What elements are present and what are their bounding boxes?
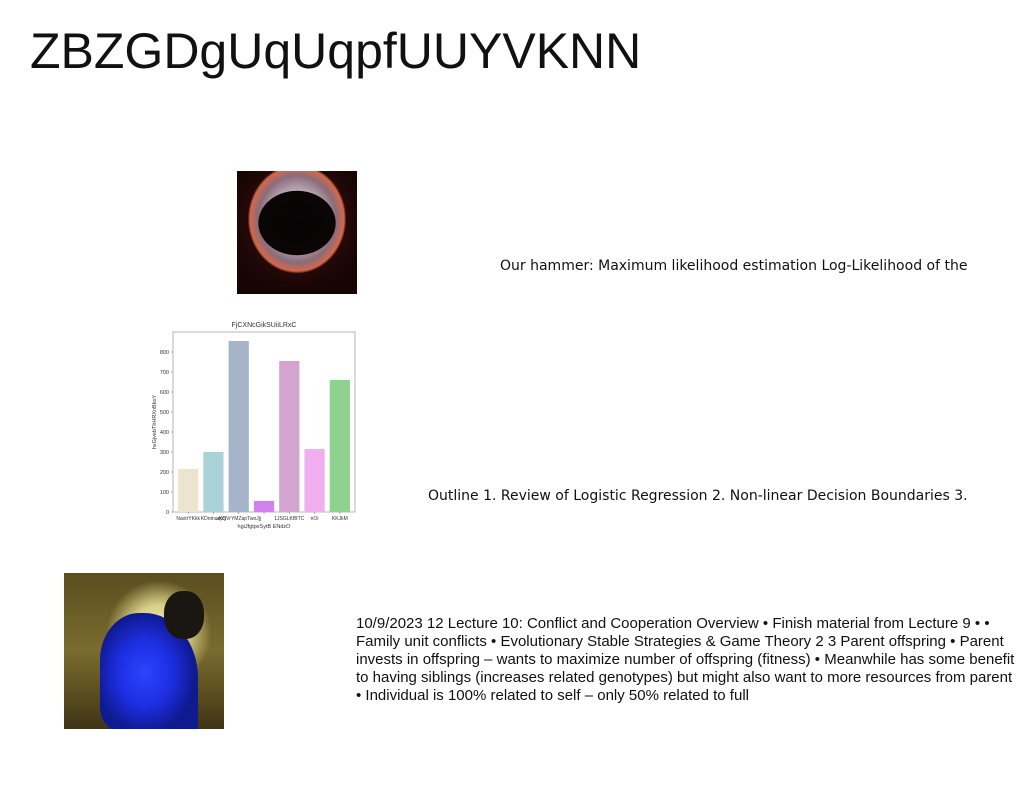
y-tick-label: 700 [160,370,169,376]
bar-chart: FjCXNcGikSUiiLRxC 0 100 200 300 400 500 600 700 8… [145,315,365,537]
y-tick-label: 400 [160,430,169,436]
bar-2 [203,452,224,512]
text-block-lecture-notes: 10/9/2023 12 Lecture 10: Conflict and Co… [356,615,1015,704]
chart-title: FjCXNcGikSUiiLRxC [232,322,297,329]
bar-5 [279,361,300,512]
planet-image [237,171,357,294]
y-tick-label: 0 [166,510,169,516]
x-tick-label: KDntnuzpS [201,516,227,522]
text-block-mle: Our hammer: Maximum likelihood estimatio… [500,258,968,274]
y-tick-label: 300 [160,450,169,456]
bar-6 [304,449,325,512]
y-tick-label: 800 [160,350,169,356]
bar-4 [253,501,275,512]
y-tick-label: 200 [160,470,169,476]
y-tick-label: 100 [160,490,169,496]
person-image [64,573,224,729]
text-block-outline: Outline 1. Review of Logistic Regression… [428,488,968,504]
bar-chart-svg: FjCXNcGikSUiiLRxC 0 100 200 300 400 500 600 700 8… [152,322,356,530]
bar-7 [329,380,350,512]
y-tick-label: 600 [160,390,169,396]
x-tick-label: KKJkM [332,516,348,522]
x-axis-label: hgiJfgtpxSytB ENdzO [238,524,292,530]
y-tick-label: 500 [160,410,169,416]
x-tick-label: NaxtrYKkk [176,516,200,522]
y-axis-label: hxGjvebTlrHRXnBkoY [152,394,158,449]
person-head-shape [164,591,204,639]
plot-frame [172,331,356,513]
x-tick-label: nOi [311,516,319,522]
bar-3 [228,341,249,512]
bar-1 [178,469,199,512]
x-tick-label: vKQVrYMZapTwoJjj [216,516,261,522]
x-tick-label: 1JSGLKfBTC [274,516,304,522]
slide-title: ZBZGDgUqUqpfUUYVKNN [30,23,642,79]
